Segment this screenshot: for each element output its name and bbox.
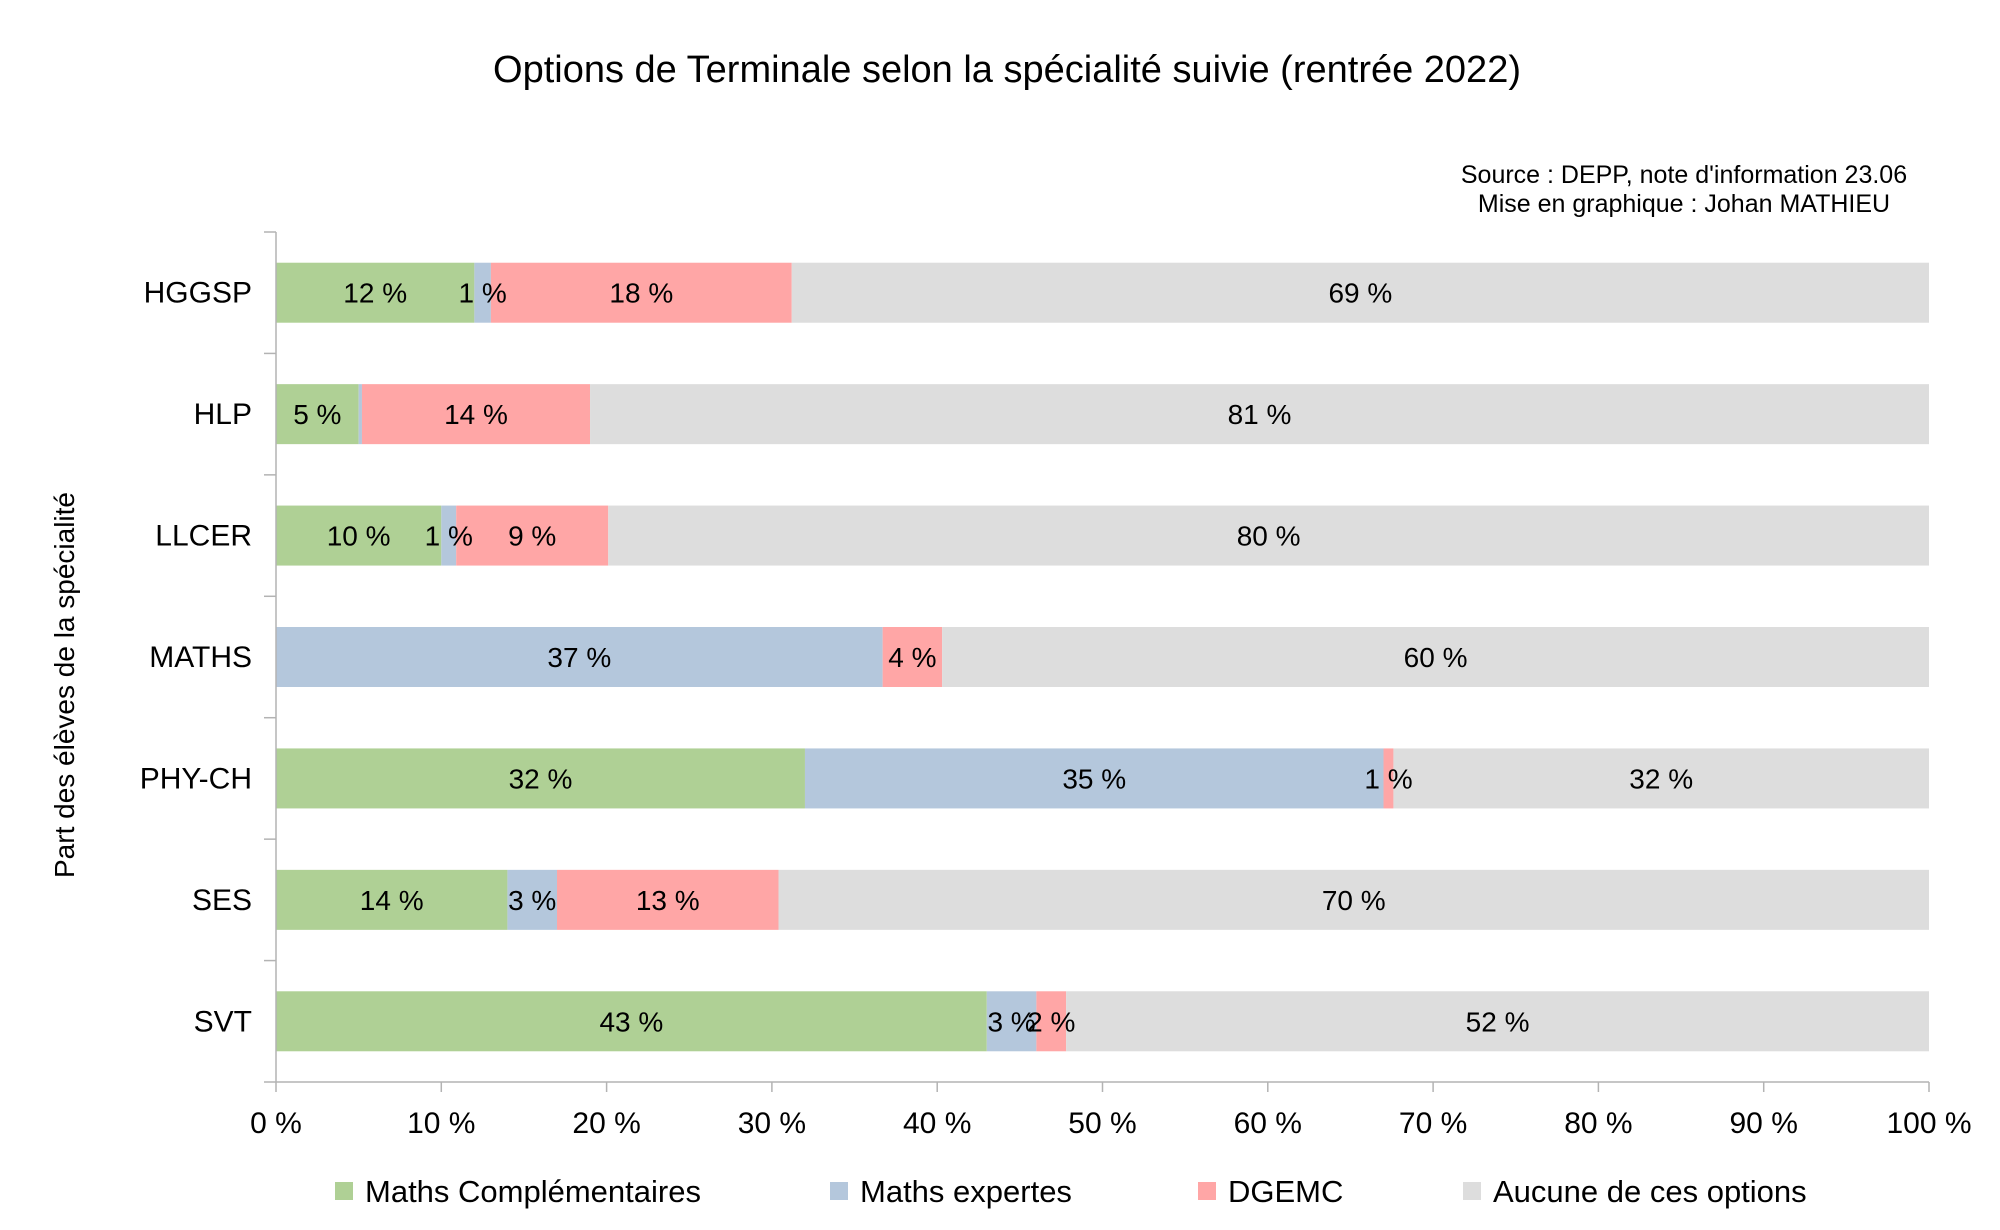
data-label: 60 % [1404, 642, 1468, 673]
x-tick-label: 50 % [1068, 1107, 1136, 1140]
data-label: 12 % [343, 278, 407, 309]
bar-segment [1383, 748, 1394, 809]
legend-swatch [830, 1182, 848, 1200]
bar-segment [276, 748, 805, 809]
bar-segment [942, 627, 1929, 687]
data-label: 1 % [1364, 763, 1412, 794]
x-tick-label: 30 % [738, 1107, 806, 1140]
legend-swatch [1198, 1182, 1216, 1200]
bar-segment [456, 505, 609, 566]
data-label: 14 % [360, 885, 424, 916]
legend: Maths Complémentaires Maths expertes DGEMC… [335, 1174, 1807, 1209]
bar-segment [882, 627, 943, 687]
data-label: 32 % [509, 763, 573, 794]
x-tick-label: 60 % [1234, 1107, 1302, 1140]
data-label: 80 % [1237, 521, 1301, 552]
data-label: 81 % [1228, 399, 1292, 430]
data-label: 43 % [599, 1006, 663, 1037]
data-label: 14 % [444, 399, 508, 430]
x-tick-label: 0 % [250, 1107, 302, 1140]
category-label: HLP [194, 398, 252, 431]
legend-swatch [335, 1182, 353, 1200]
bar-segment [276, 627, 883, 687]
legend-swatch [1463, 1182, 1481, 1200]
bar-segment [557, 869, 779, 930]
data-label: 1 % [459, 278, 507, 309]
bar-segment [1036, 991, 1067, 1052]
data-label: 1 % [425, 521, 473, 552]
x-tick-label: 10 % [407, 1107, 475, 1140]
category-label: PHY-CH [140, 762, 252, 795]
data-label: 10 % [327, 521, 391, 552]
bar-segment [507, 869, 558, 930]
bar-segment [986, 991, 1037, 1052]
y-ticks-group: HGGSP HLP LLCER MATHS PHY-CH SES SVT [140, 231, 276, 1083]
legend-label: Maths expertes [860, 1174, 1072, 1209]
bar-segment [361, 384, 591, 445]
category-label: LLCER [155, 520, 252, 553]
x-tick-label: 70 % [1399, 1107, 1467, 1140]
bar-segment [1393, 748, 1929, 809]
data-labels-group: 12 % 1 % 18 % 69 % 5 % 14 % 81 % 10 % 1 % 9 % 80 %… [293, 278, 1693, 1038]
data-label: 2 % [1027, 1006, 1075, 1037]
bar-segment [778, 869, 1930, 930]
legend-label: Maths Complémentaires [365, 1174, 701, 1209]
bar-segment [276, 869, 508, 930]
bar-segment [474, 262, 491, 323]
legend-label: DGEMC [1228, 1174, 1343, 1209]
data-label: 5 % [293, 399, 341, 430]
category-label: MATHS [149, 641, 252, 674]
bar-segment [276, 384, 359, 445]
data-label: 32 % [1629, 763, 1693, 794]
data-label: 52 % [1466, 1006, 1530, 1037]
category-label: SES [192, 884, 252, 917]
bar-segment [791, 262, 1929, 323]
bar-segment [804, 748, 1384, 809]
data-label: 69 % [1328, 278, 1392, 309]
bar-segment [441, 505, 457, 566]
x-ticks-group: 0 % 10 % 20 % 30 % 40 % 50 % 60 % 70 % 80 % 90 % 1… [250, 1082, 1972, 1140]
x-tick-label: 40 % [903, 1107, 971, 1140]
data-label: 3 % [508, 885, 556, 916]
x-tick-label: 80 % [1564, 1107, 1632, 1140]
bar-segment [608, 505, 1930, 566]
category-label: HGGSP [144, 277, 252, 310]
bars-group [276, 262, 1930, 1052]
bar-segment [276, 991, 987, 1052]
x-tick-label: 20 % [572, 1107, 640, 1140]
chart-title: Options de Terminale selon la spécialité… [493, 49, 1521, 91]
data-label: 70 % [1322, 885, 1386, 916]
category-label: SVT [194, 1005, 252, 1038]
bar-segment [358, 384, 362, 445]
bar-segment [1066, 991, 1929, 1052]
data-label: 13 % [636, 885, 700, 916]
y-axis-label: Part des élèves de la spécialité [49, 492, 80, 878]
legend-label: Aucune de ces options [1493, 1174, 1807, 1209]
bar-segment [276, 262, 475, 323]
data-label: 37 % [547, 642, 611, 673]
bar-segment [590, 384, 1929, 445]
data-label: 4 % [888, 642, 936, 673]
data-label: 3 % [987, 1006, 1035, 1037]
credit-note: Mise en graphique : Johan MATHIEU [1478, 190, 1890, 218]
data-label: 18 % [609, 278, 673, 309]
x-tick-label: 90 % [1730, 1107, 1798, 1140]
x-tick-label: 100 % [1886, 1107, 1971, 1140]
data-label: 9 % [508, 521, 556, 552]
data-label: 35 % [1062, 763, 1126, 794]
bar-segment [276, 505, 442, 566]
source-note: Source : DEPP, note d'information 23.06 [1461, 161, 1907, 189]
bar-segment [490, 262, 792, 323]
